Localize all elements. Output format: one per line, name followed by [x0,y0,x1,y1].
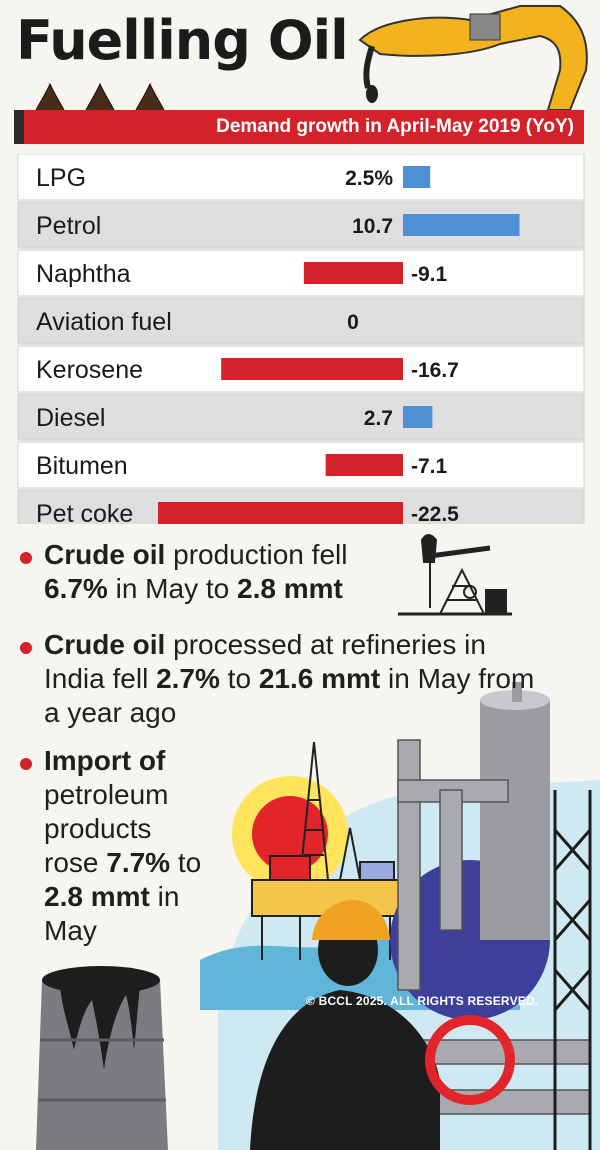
category-label: Bitumen [36,452,128,480]
sun-icon [232,776,348,892]
copyright-notice: © BCCL 2025. ALL RIGHTS RESERVED. [306,994,539,1008]
category-label: Aviation fuel [36,308,172,336]
fact-crude-production: Crude oil production fell 6.7% in May to… [20,538,400,606]
category-label: Petrol [36,212,101,240]
category-label: Naphtha [36,260,131,288]
chart-row-bg [17,393,585,441]
bar-diesel [403,406,433,428]
value-label: -22.5 [411,503,459,524]
bullet-dot-icon [20,642,32,654]
fact-text-run: 21.6 mmt [258,663,381,694]
fact-text-run: 2.8 mmt [44,881,150,912]
fact-crude-processed: Crude oil processed at refineries in Ind… [20,628,550,730]
chart-row-bg [17,441,585,489]
category-label: Kerosene [36,356,143,384]
fact-text-run: 2.8 mmt [237,573,343,604]
fact-text: Import of petroleum products rose 7.7% t… [44,744,210,948]
storage-tank-icon [390,682,550,1020]
fact-text-run: Import of [44,745,166,776]
fact-text-run: petroleum products rose [44,779,169,878]
category-label: Diesel [36,404,105,432]
fact-text-run: 2.7% [156,663,220,694]
bar-bitumen [325,454,403,476]
value-label: -9.1 [411,263,448,286]
fact-text-run: in May [44,881,180,946]
category-label: Pet coke [36,500,133,524]
fact-text-run: 6.7% [44,573,108,604]
fact-text: Crude oil production fell 6.7% in May to… [44,538,400,606]
fact-text: Crude oil processed at refineries in Ind… [44,628,550,730]
fact-import: Import of petroleum products rose 7.7% t… [20,744,210,948]
fuel-nozzle-icon [358,5,588,110]
demand-growth-chart: LPG 2.5% Petrol 10.7 Naphtha -9.1 Aviation fue… [17,154,585,524]
value-label: 10.7 [352,215,393,238]
scaffold-icon [553,790,592,1150]
category-label: LPG [36,164,86,192]
bar-petrol [403,214,520,236]
bar-pet-coke [158,502,403,524]
value-label: 2.7 [364,407,393,430]
chart-row-bg [17,249,585,297]
fact-text-run: Crude oil [44,629,166,660]
bullet-dot-icon [20,758,32,770]
fact-text-run: Crude oil [44,539,166,570]
value-label: 2.5% [345,167,393,190]
fact-text-run: processed at refineries in India fell [44,629,486,694]
value-label: -16.7 [411,359,459,382]
fact-text-run: production fell [165,539,348,570]
bar-naphtha [303,262,403,284]
bullet-dot-icon [20,552,32,564]
chart-row-bg [17,154,585,201]
fact-text-run: 7.7% [106,847,171,878]
fact-text-run: in May from a year ago [44,663,535,728]
oil-barrel-icon [36,966,168,1150]
fact-text-run: to [170,847,202,878]
bar-lpg [403,166,431,188]
pump-jack-icon [398,534,512,616]
value-label: -7.1 [411,455,448,478]
fact-text-run: in May to [107,573,237,604]
chart-row-bg [17,297,585,345]
fact-text-run: to [219,663,259,694]
page-title: Fuelling Oil [16,9,349,72]
worker-icon [250,900,515,1150]
value-label: 0 [347,311,359,334]
chart-subtitle-banner: Demand growth in April-May 2019 (YoY) [14,110,584,144]
bar-kerosene [221,358,403,380]
